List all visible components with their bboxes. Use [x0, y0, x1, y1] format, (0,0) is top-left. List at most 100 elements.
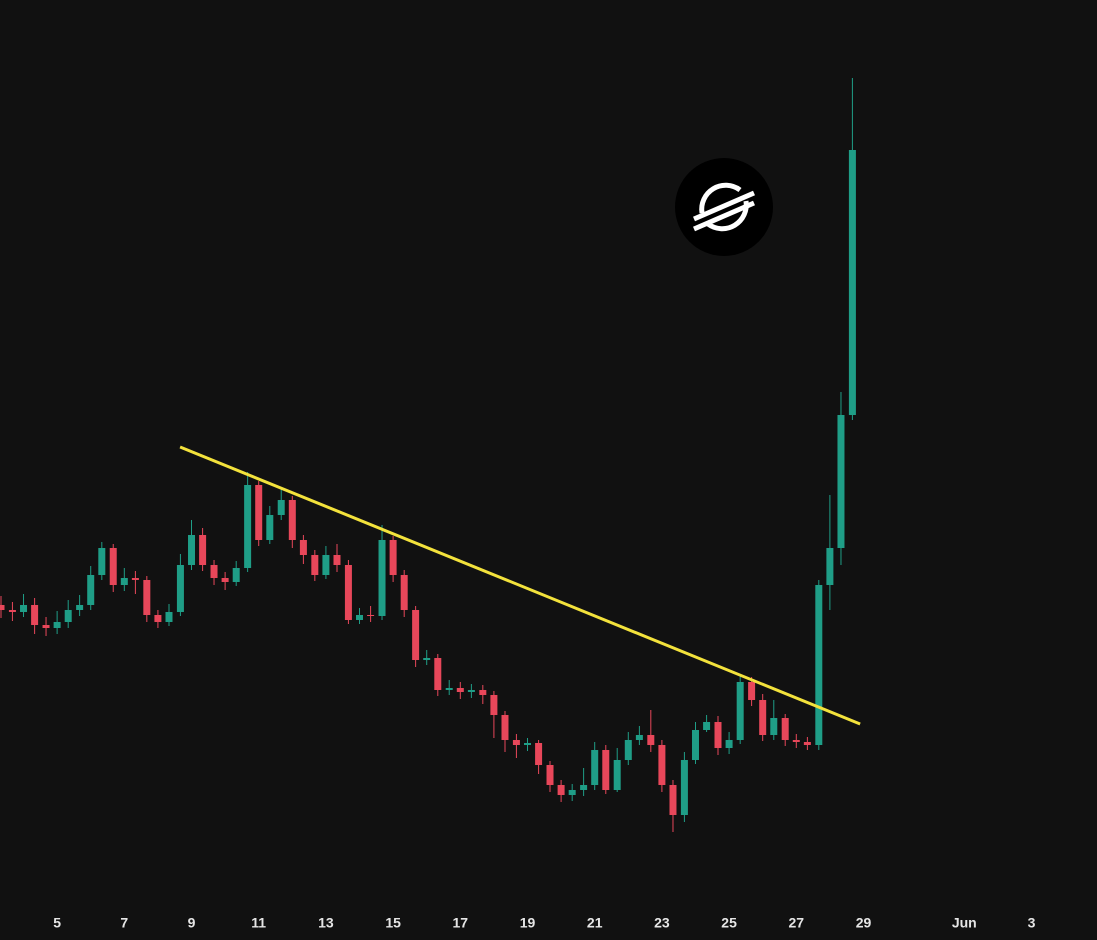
candle-body	[210, 565, 218, 578]
candle-body	[725, 740, 733, 748]
candle-body	[53, 622, 61, 628]
candle-body	[467, 690, 475, 692]
candle-body	[176, 565, 184, 612]
candle-body	[400, 575, 408, 610]
candle-body	[736, 682, 744, 740]
candle-body	[848, 150, 856, 415]
candle-body	[512, 740, 520, 745]
candle-body	[288, 500, 296, 540]
candle-body	[322, 555, 330, 575]
candle-body	[501, 715, 509, 740]
candle-body	[748, 682, 756, 700]
x-tick-label: 5	[53, 915, 61, 931]
candle-body	[120, 578, 128, 585]
logo-bar	[693, 200, 755, 232]
candle-body	[445, 688, 453, 690]
candle-body	[535, 743, 543, 765]
candle-body	[490, 695, 498, 715]
candle-body	[792, 740, 800, 742]
candle-body	[244, 485, 252, 568]
candle-body	[669, 785, 677, 815]
candle-body	[311, 555, 319, 575]
x-tick-label: 25	[721, 915, 737, 931]
candle-body	[344, 565, 352, 620]
candle-body	[602, 750, 610, 790]
candle-body	[714, 722, 722, 748]
candle-body	[87, 575, 95, 605]
x-tick-label: 11	[251, 915, 266, 931]
candle-body	[412, 610, 420, 660]
candle-body	[837, 415, 845, 548]
candle-body	[20, 605, 28, 612]
candle-body	[154, 615, 162, 622]
candle-body	[378, 540, 386, 616]
x-tick-label: Jun	[952, 915, 977, 931]
x-tick-label: 27	[789, 915, 805, 931]
candle-body	[479, 690, 487, 695]
candle-body	[680, 760, 688, 815]
candle-body	[691, 730, 699, 760]
x-tick-label: 19	[520, 915, 536, 931]
candle-body	[299, 540, 307, 555]
candle-body	[456, 688, 464, 692]
candle-body	[624, 740, 632, 760]
candle-body	[143, 580, 151, 615]
candle-body	[803, 742, 811, 745]
logo-arc	[699, 182, 742, 214]
stellar-logo	[675, 158, 773, 256]
candle-body	[0, 605, 5, 610]
trendline	[179, 445, 861, 726]
candle-body	[815, 585, 823, 745]
candle-body	[31, 605, 39, 625]
candle-body	[826, 548, 834, 585]
candle-body	[333, 555, 341, 565]
candle-body	[221, 578, 229, 582]
candle-body	[165, 612, 173, 622]
candle-body	[199, 535, 207, 565]
candle-body	[8, 610, 16, 612]
candle-body	[568, 790, 576, 795]
candle-body	[770, 718, 778, 735]
candle-body	[580, 785, 588, 790]
candle-body	[781, 718, 789, 740]
candle-body	[64, 610, 72, 622]
x-tick-label: 13	[318, 915, 334, 931]
candle-body	[389, 540, 397, 575]
candle-body	[524, 743, 532, 745]
candle-body	[635, 735, 643, 740]
candle-body	[255, 485, 263, 540]
x-tick-label: 29	[856, 915, 872, 931]
candle-body	[613, 760, 621, 790]
candle-body	[232, 568, 240, 582]
candle-body	[98, 548, 106, 575]
candle-body	[356, 615, 364, 620]
candle-body	[131, 578, 139, 580]
candle-body	[557, 785, 565, 795]
candle-body	[647, 735, 655, 745]
logo-bar	[693, 190, 755, 222]
x-tick-label: 9	[188, 915, 196, 931]
plot-area: 5 7 9 11 13 15 17 19 21 23 25 27 29 Jun 3	[0, 78, 1036, 931]
candle-body	[546, 765, 554, 785]
candle-body	[188, 535, 196, 565]
x-tick-label: 21	[587, 915, 603, 931]
x-tick-label: 15	[385, 915, 401, 931]
candle-body	[277, 500, 285, 515]
x-tick-label: 7	[120, 915, 128, 931]
candle-body	[759, 700, 767, 735]
candle-body	[266, 515, 274, 540]
x-tick-label: 23	[654, 915, 670, 931]
candle-body	[434, 658, 442, 690]
candle-body	[76, 605, 84, 610]
candle-body	[423, 658, 431, 660]
candle-body	[42, 625, 50, 628]
x-tick-label: 3	[1028, 915, 1036, 931]
candle-body	[109, 548, 117, 585]
candle-body	[367, 615, 375, 616]
candle-body	[703, 722, 711, 730]
candle-body	[591, 750, 599, 785]
candle-body	[658, 745, 666, 785]
